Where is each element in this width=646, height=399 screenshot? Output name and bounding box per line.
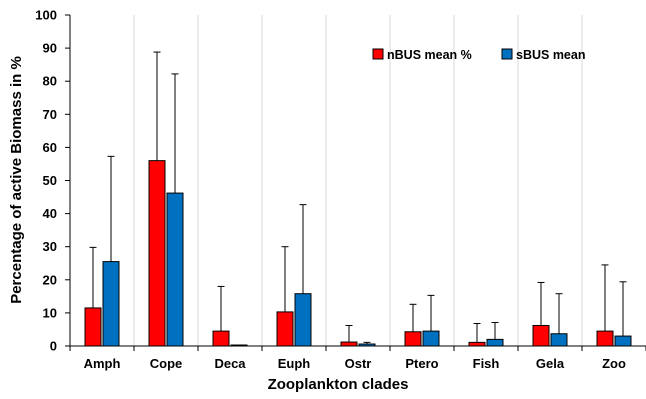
- y-tick-label: 0: [50, 339, 57, 354]
- legend-swatch-sbus: [501, 48, 513, 60]
- bar-nbus-gela: [532, 324, 550, 347]
- bar-nbus-ptero: [404, 331, 422, 347]
- bar-nbus-euph: [276, 311, 294, 347]
- x-tick-label: Zoo: [602, 356, 626, 371]
- bar-nbus-ostr: [340, 341, 358, 347]
- error-bars: [89, 51, 627, 345]
- bar-nbus-cope: [148, 160, 166, 347]
- x-tick-labels: Amph Cope Deca Euph Ostr Ptero Fish Gela Zoo: [84, 356, 626, 371]
- grid-lines: [133, 15, 583, 346]
- bar-sbus-cope: [166, 192, 184, 347]
- x-tick-label: Euph: [278, 356, 311, 371]
- bars: [84, 160, 632, 347]
- y-tick-label: 60: [43, 140, 57, 155]
- y-tick-label: 70: [43, 107, 57, 122]
- y-tick-label: 100: [35, 8, 57, 23]
- bar-nbus-deca: [212, 330, 230, 347]
- bar-sbus-euph: [294, 293, 312, 347]
- x-tick-label: Ostr: [345, 356, 372, 371]
- bar-nbus-amph: [84, 307, 102, 347]
- legend-swatch-nbus: [372, 48, 384, 60]
- bar-sbus-amph: [102, 261, 120, 347]
- bar-nbus-fish: [468, 341, 486, 347]
- y-tick-label: 80: [43, 74, 57, 89]
- legend: nBUS mean % sBUS mean: [372, 48, 585, 62]
- x-tick-label: Cope: [150, 356, 183, 371]
- bar-sbus-gela: [550, 333, 568, 347]
- x-tick-label: Deca: [214, 356, 246, 371]
- y-axis-title: Percentage of active Biomass in %: [8, 56, 25, 304]
- x-tick-label: Gela: [536, 356, 565, 371]
- y-tick-label: 10: [43, 305, 57, 320]
- y-tick-label: 30: [43, 239, 57, 254]
- bar-sbus-fish: [486, 338, 504, 347]
- bar-sbus-zoo: [614, 335, 632, 347]
- bar-sbus-ptero: [422, 330, 440, 347]
- axes: [65, 14, 646, 351]
- legend-label-sbus: sBUS mean: [516, 48, 585, 62]
- y-tick-label: 40: [43, 206, 57, 221]
- y-tick-label: 50: [43, 173, 57, 188]
- x-axis-title: Zooplankton clades: [268, 376, 409, 393]
- y-tick-label: 20: [43, 272, 57, 287]
- x-tick-label: Ptero: [405, 356, 438, 371]
- legend-label-nbus: nBUS mean %: [387, 48, 472, 62]
- x-tick-label: Fish: [473, 356, 500, 371]
- bar-nbus-zoo: [596, 330, 614, 347]
- y-tick-labels: 0 10 20 30 40 50 60 70 80 90 100: [35, 8, 57, 354]
- y-tick-label: 90: [43, 41, 57, 56]
- x-tick-label: Amph: [84, 356, 121, 371]
